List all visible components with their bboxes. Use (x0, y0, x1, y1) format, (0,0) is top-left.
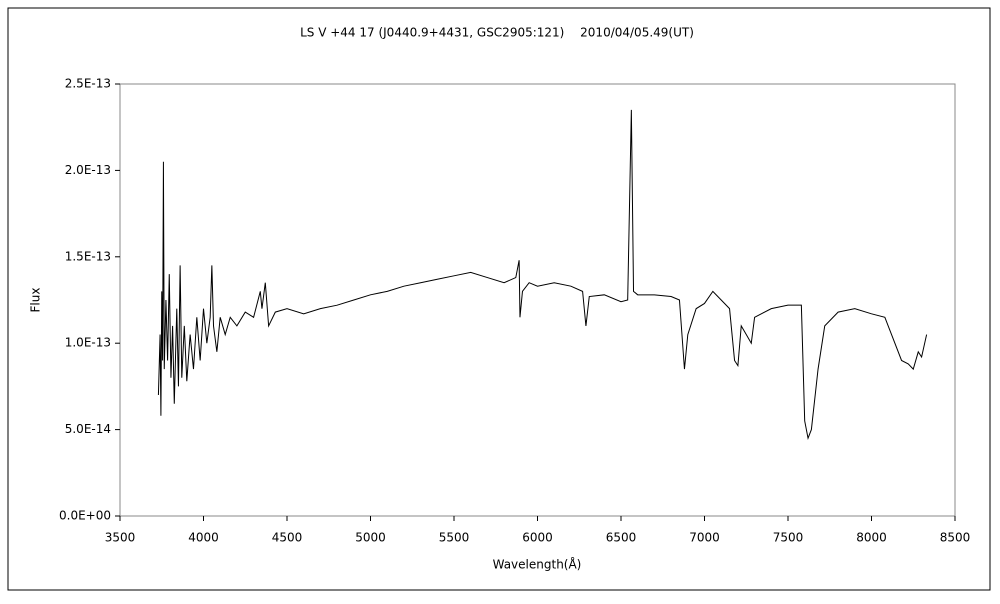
x-tick-label: 8500 (940, 531, 971, 545)
x-tick-label: 6000 (522, 531, 553, 545)
x-tick-label: 7500 (773, 531, 804, 545)
x-tick-label: 5500 (439, 531, 470, 545)
chart-title: LS V +44 17 (J0440.9+4431, GSC2905:121) … (300, 26, 694, 40)
x-tick-label: 6500 (606, 531, 637, 545)
plot-area (119, 83, 956, 517)
y-tick-label: 0.0E+00 (59, 509, 111, 523)
x-tick-label: 3500 (105, 531, 136, 545)
y-tick-label: 5.0E-14 (65, 422, 111, 436)
y-tick-label: 2.0E-13 (65, 163, 111, 177)
y-axis-label: Flux (29, 288, 43, 313)
spectrum-line (157, 109, 928, 441)
x-axis-label: Wavelength(Å) (493, 557, 582, 572)
x-tick-label: 7000 (689, 531, 720, 545)
x-tick-label: 5000 (355, 531, 386, 545)
x-tick-label: 4500 (272, 531, 303, 545)
y-tick-label: 1.0E-13 (65, 336, 111, 350)
y-tick-label: 1.5E-13 (65, 249, 111, 263)
x-tick-label: 4000 (188, 531, 219, 545)
y-tick-label: 2.5E-13 (65, 77, 111, 91)
x-tick-label: 8000 (856, 531, 887, 545)
